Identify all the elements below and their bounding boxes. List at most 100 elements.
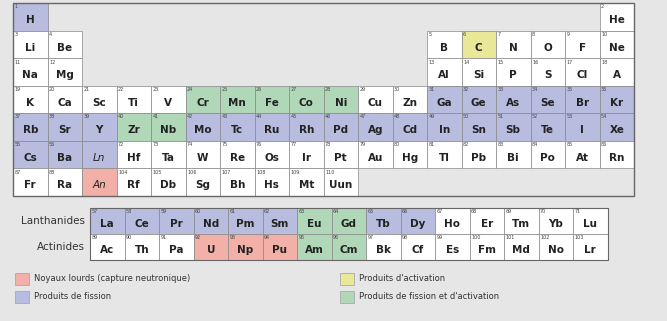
Text: 78: 78 bbox=[325, 142, 331, 147]
Text: Kr: Kr bbox=[610, 98, 624, 108]
Text: Re: Re bbox=[229, 152, 245, 162]
Text: Cu: Cu bbox=[368, 98, 383, 108]
Text: Cd: Cd bbox=[402, 125, 418, 135]
Text: Hg: Hg bbox=[402, 152, 418, 162]
Text: 109: 109 bbox=[291, 169, 299, 175]
Bar bbox=[496, 113, 530, 141]
Text: 102: 102 bbox=[540, 235, 550, 240]
Bar bbox=[220, 85, 255, 113]
Text: 61: 61 bbox=[229, 209, 235, 214]
Text: Te: Te bbox=[541, 125, 554, 135]
Text: Am: Am bbox=[305, 245, 323, 255]
Text: Ca: Ca bbox=[57, 98, 72, 108]
Bar bbox=[565, 141, 600, 168]
Bar bbox=[263, 207, 297, 233]
Bar bbox=[13, 85, 47, 113]
Text: 16: 16 bbox=[532, 59, 538, 65]
Text: Lr: Lr bbox=[584, 245, 596, 255]
Text: Ru: Ru bbox=[264, 125, 279, 135]
Text: Er: Er bbox=[481, 219, 493, 229]
Text: Yb: Yb bbox=[548, 219, 563, 229]
Text: Fm: Fm bbox=[478, 245, 496, 255]
Text: 101: 101 bbox=[506, 235, 515, 240]
Text: 62: 62 bbox=[264, 209, 270, 214]
Text: W: W bbox=[197, 152, 209, 162]
Text: Br: Br bbox=[576, 98, 589, 108]
Text: 10: 10 bbox=[601, 32, 607, 37]
Text: Bi: Bi bbox=[508, 152, 519, 162]
Bar bbox=[151, 85, 185, 113]
Text: Gd: Gd bbox=[341, 219, 357, 229]
Bar bbox=[13, 58, 47, 85]
Text: V: V bbox=[164, 98, 172, 108]
Text: Ir: Ir bbox=[301, 152, 311, 162]
Text: 33: 33 bbox=[498, 87, 504, 92]
Text: Np: Np bbox=[237, 245, 253, 255]
Text: C: C bbox=[475, 43, 482, 53]
Text: Tm: Tm bbox=[512, 219, 530, 229]
Text: 108: 108 bbox=[256, 169, 265, 175]
Text: Ta: Ta bbox=[162, 152, 175, 162]
Text: Pu: Pu bbox=[272, 245, 287, 255]
Bar bbox=[470, 207, 504, 233]
Text: Sr: Sr bbox=[59, 125, 71, 135]
Bar bbox=[331, 207, 366, 233]
Bar bbox=[297, 233, 331, 259]
Bar bbox=[13, 113, 47, 141]
Bar bbox=[228, 207, 263, 233]
Text: 73: 73 bbox=[153, 142, 159, 147]
Text: P: P bbox=[510, 70, 517, 80]
Text: 103: 103 bbox=[574, 235, 584, 240]
Text: Nd: Nd bbox=[203, 219, 219, 229]
Text: Hf: Hf bbox=[127, 152, 141, 162]
Text: Ne: Ne bbox=[609, 43, 625, 53]
Text: 110: 110 bbox=[325, 169, 334, 175]
Bar bbox=[358, 113, 392, 141]
Text: 83: 83 bbox=[498, 142, 504, 147]
Text: Mg: Mg bbox=[56, 70, 73, 80]
Bar bbox=[400, 207, 435, 233]
Text: 51: 51 bbox=[498, 115, 504, 119]
Text: 38: 38 bbox=[49, 115, 55, 119]
Bar bbox=[117, 113, 151, 141]
Text: Pr: Pr bbox=[170, 219, 183, 229]
Text: 71: 71 bbox=[574, 209, 581, 214]
Text: Ra: Ra bbox=[57, 180, 72, 190]
Text: Uun: Uun bbox=[329, 180, 352, 190]
Text: Sn: Sn bbox=[472, 125, 486, 135]
Text: 94: 94 bbox=[264, 235, 270, 240]
Text: 80: 80 bbox=[394, 142, 400, 147]
Text: Po: Po bbox=[540, 152, 555, 162]
Bar bbox=[530, 113, 565, 141]
Text: 67: 67 bbox=[436, 209, 443, 214]
Text: 18: 18 bbox=[601, 59, 607, 65]
Text: Ln: Ln bbox=[93, 152, 105, 162]
Bar bbox=[600, 58, 634, 85]
Text: 54: 54 bbox=[601, 115, 607, 119]
Text: Ni: Ni bbox=[335, 98, 347, 108]
Bar bbox=[565, 113, 600, 141]
Bar bbox=[125, 233, 159, 259]
Text: Xe: Xe bbox=[610, 125, 624, 135]
Text: K: K bbox=[26, 98, 34, 108]
Text: Ba: Ba bbox=[57, 152, 72, 162]
Bar bbox=[82, 113, 117, 141]
Bar bbox=[392, 85, 427, 113]
Bar bbox=[340, 291, 354, 302]
Bar bbox=[600, 113, 634, 141]
Text: 95: 95 bbox=[299, 235, 305, 240]
Bar bbox=[117, 85, 151, 113]
Bar bbox=[600, 3, 634, 30]
Text: Ti: Ti bbox=[128, 98, 139, 108]
Text: Tc: Tc bbox=[231, 125, 243, 135]
Bar bbox=[600, 141, 634, 168]
Bar bbox=[600, 85, 634, 113]
Text: 105: 105 bbox=[153, 169, 162, 175]
Bar bbox=[392, 113, 427, 141]
Text: U: U bbox=[207, 245, 215, 255]
Bar bbox=[82, 85, 117, 113]
Text: 60: 60 bbox=[195, 209, 201, 214]
Text: 34: 34 bbox=[532, 87, 538, 92]
Text: 77: 77 bbox=[291, 142, 297, 147]
Text: 90: 90 bbox=[126, 235, 132, 240]
